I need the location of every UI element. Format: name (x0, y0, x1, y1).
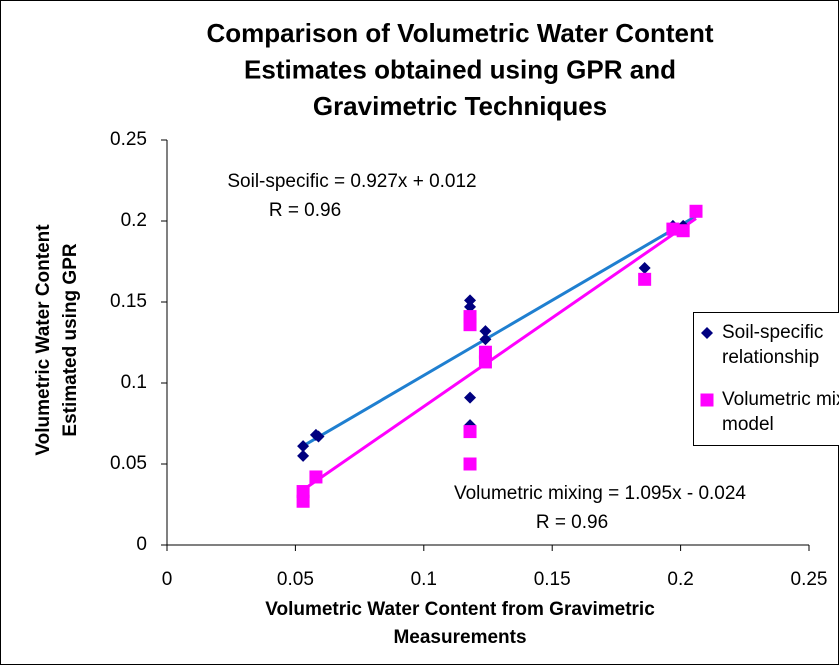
x-tick-label: 0.25 (791, 569, 828, 590)
chart-title: Gravimetric Techniques (313, 91, 607, 121)
y-tick-label: 0.15 (110, 291, 147, 312)
point (297, 449, 310, 462)
point (676, 224, 690, 238)
x-tick-label: 0.15 (534, 569, 571, 590)
y-axis-label: Volumetric Water Content (33, 224, 54, 456)
y-tick-label: 0.05 (110, 453, 147, 474)
point (478, 355, 492, 369)
point (464, 391, 477, 404)
legend-label: Soil-specific relationship (722, 322, 829, 368)
annotation: R = 0.96 (536, 512, 608, 533)
annotation: Soil-specific = 0.927x + 0.012 (227, 171, 476, 192)
legend-label: Volumetric mixing model (722, 389, 839, 435)
y-tick-label: 0.2 (121, 210, 147, 231)
point (479, 325, 492, 338)
point (309, 470, 323, 484)
point (297, 440, 310, 453)
chart-title: Comparison of Volumetric Water Content (206, 18, 713, 48)
point (312, 430, 325, 443)
point (463, 425, 477, 439)
y-tick-label: 0.1 (121, 372, 147, 393)
annotation: R = 0.96 (269, 200, 341, 221)
legend-marker (701, 327, 713, 339)
x-tick-label: 0.1 (411, 569, 437, 590)
point (464, 294, 477, 307)
x-tick-label: 0 (162, 569, 173, 590)
annotation: Volumetric mixing = 1.095x - 0.024 (454, 483, 746, 504)
point (638, 272, 652, 286)
legend-box (693, 312, 839, 446)
trendline (302, 214, 697, 448)
point (666, 222, 680, 236)
point (464, 300, 477, 313)
point (479, 333, 492, 346)
point (638, 261, 651, 274)
x-tick-label: 0.05 (277, 569, 314, 590)
legend-marker (700, 393, 714, 407)
chart-title: Estimates obtained using GPR and (244, 54, 676, 84)
y-tick-label: 0 (136, 534, 147, 555)
point (463, 457, 477, 471)
trendline (302, 217, 697, 492)
point (689, 204, 703, 218)
point (296, 494, 310, 508)
x-axis-label: Measurements (393, 627, 526, 648)
point (463, 318, 477, 332)
x-axis-label: Volumetric Water Content from Gravimetri… (265, 599, 655, 620)
y-axis-label: Estimated using GPR (60, 243, 81, 436)
y-tick-label: 0.25 (110, 129, 147, 150)
x-tick-label: 0.2 (667, 569, 693, 590)
